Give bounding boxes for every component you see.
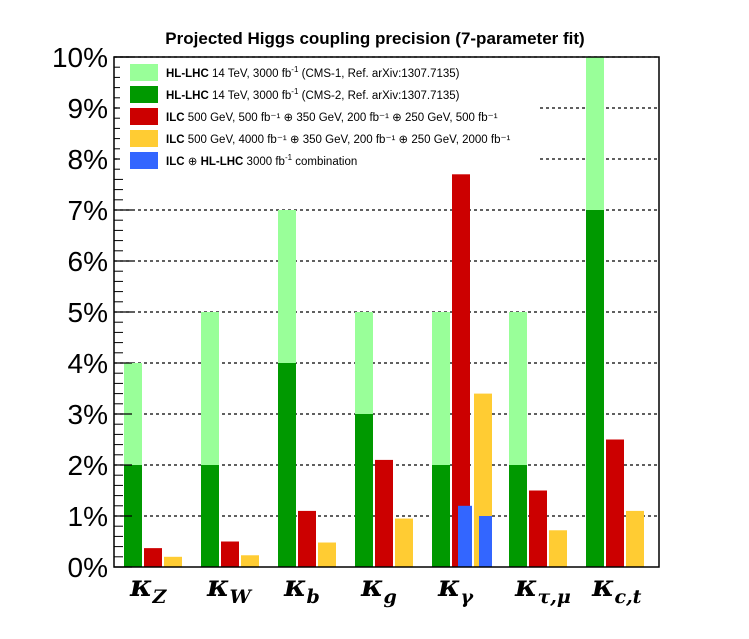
y-tick-label: 9% xyxy=(68,93,108,124)
y-axis: 0% 1% 2% 3% 4% 5% 6% 7% 8% 9% 10% xyxy=(52,42,132,583)
x-category-label: κτ,μ xyxy=(514,569,571,608)
legend-swatch xyxy=(130,64,158,81)
bar-hllhc-cms2 xyxy=(201,465,219,567)
legend-label: HL-LHC 14 TeV, 3000 fb-1 (CMS-1, Ref. ar… xyxy=(166,65,460,80)
bar-ilc-500fb xyxy=(144,548,162,567)
y-tick-label: 6% xyxy=(68,246,108,277)
chart-title: Projected Higgs coupling precision (7-pa… xyxy=(165,29,584,48)
legend-background xyxy=(120,60,540,170)
x-category-label: κZ xyxy=(129,569,168,608)
bars xyxy=(124,57,644,568)
y-tick-label: 10% xyxy=(52,42,108,73)
legend: HL-LHC 14 TeV, 3000 fb-1 (CMS-1, Ref. ar… xyxy=(120,60,540,170)
bar-ilc-500fb xyxy=(298,510,316,567)
bar-hllhc-cms2 xyxy=(509,465,527,567)
bar-ilc-500fb xyxy=(529,490,547,567)
bar-ilc-2000fb xyxy=(549,530,567,567)
y-tick-label: 8% xyxy=(68,144,108,175)
bar-ilc-2000fb xyxy=(626,510,644,567)
legend-label: ILC 500 GeV, 4000 fb⁻¹ ⊕ 350 GeV, 200 fb… xyxy=(166,134,511,146)
bar-ilc-500fb xyxy=(606,439,624,567)
bar-ilc-hllhc-combination-2 xyxy=(479,516,492,567)
x-axis-categories: κZ κW κb κg κγ κτ,μ κc,t xyxy=(129,569,642,608)
y-tick-label: 2% xyxy=(68,450,108,481)
y-tick-label: 0% xyxy=(68,552,108,583)
bar-ilc-500fb xyxy=(221,541,239,567)
bar-hllhc-cms2 xyxy=(586,210,604,567)
bar-ilc-2000fb xyxy=(318,542,336,567)
bar-hllhc-cms2 xyxy=(278,363,296,567)
x-category-label: κγ xyxy=(437,569,475,608)
bar-ilc-2000fb xyxy=(164,556,182,567)
legend-swatch xyxy=(130,108,158,125)
legend-label: ILC 500 GeV, 500 fb⁻¹ ⊕ 350 GeV, 200 fb⁻… xyxy=(166,112,498,124)
bar-ilc-2000fb xyxy=(395,518,413,567)
y-tick-label: 1% xyxy=(68,501,108,532)
bar-hllhc-cms2 xyxy=(432,465,450,567)
y-tick-label: 3% xyxy=(68,399,108,430)
bar-ilc-500fb xyxy=(452,174,470,568)
legend-swatch xyxy=(130,86,158,103)
bar-ilc-500fb xyxy=(375,459,393,567)
x-category-label: κb xyxy=(283,569,320,608)
bar-hllhc-cms2 xyxy=(124,465,142,567)
bar-ilc-2000fb xyxy=(241,555,259,567)
bar-hllhc-cms2 xyxy=(355,414,373,567)
legend-label: HL-LHC 14 TeV, 3000 fb-1 (CMS-2, Ref. ar… xyxy=(166,87,460,102)
legend-label: ILC ⊕ HL-LHC 3000 fb-1 combination xyxy=(166,153,357,168)
x-category-label: κW xyxy=(206,569,253,608)
legend-swatch xyxy=(130,152,158,169)
x-category-label: κg xyxy=(360,569,397,608)
legend-swatch xyxy=(130,130,158,147)
y-tick-label: 7% xyxy=(68,195,108,226)
y-tick-label: 4% xyxy=(68,348,108,379)
y-tick-label: 5% xyxy=(68,297,108,328)
bar-ilc-hllhc-combination xyxy=(458,505,472,567)
x-category-label: κc,t xyxy=(591,569,642,608)
